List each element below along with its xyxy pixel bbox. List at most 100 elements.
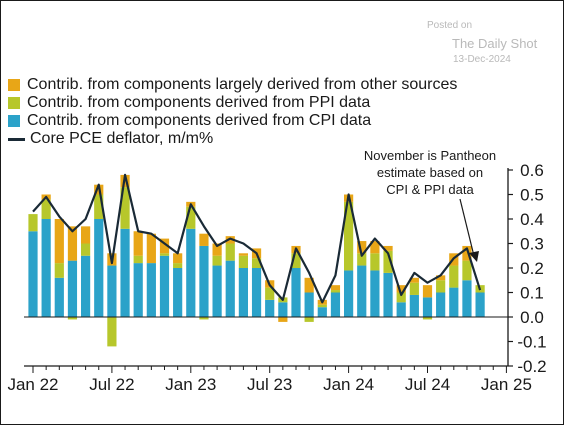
bar-cpi xyxy=(41,219,51,317)
bar-cpi xyxy=(120,228,130,317)
bar-ppi xyxy=(225,243,235,261)
bar-ppi xyxy=(186,206,196,229)
y-tick-label: 0.1 xyxy=(520,284,544,303)
bar-cpi xyxy=(370,270,380,317)
bar-ppi xyxy=(238,255,248,268)
legend-item-other: Contrib. from components largely derived… xyxy=(8,76,457,94)
core-pce-line xyxy=(32,173,482,304)
legend-swatch-cpi xyxy=(8,115,20,127)
legend: Contrib. from components largely derived… xyxy=(8,76,457,148)
bar-other xyxy=(199,233,209,246)
bar-ppi xyxy=(330,290,341,293)
bar-ppi xyxy=(344,201,354,271)
bar-cpi xyxy=(173,268,183,317)
bar-ppi xyxy=(94,194,104,219)
bar-ppi xyxy=(462,260,472,281)
bar-cpi xyxy=(54,277,64,317)
bar-cpi xyxy=(396,302,406,317)
bar-ppi xyxy=(212,255,222,266)
bar-cpi xyxy=(186,228,196,317)
bar-ppi xyxy=(383,250,393,273)
bar-ppi xyxy=(120,187,130,229)
bar-ppi xyxy=(67,317,78,320)
x-tick-label: Jul 23 xyxy=(247,375,292,394)
bar-cpi xyxy=(146,263,156,317)
y-tick-label: 0.4 xyxy=(520,210,544,229)
x-tick-label: Jan 23 xyxy=(165,375,216,394)
bar-other xyxy=(422,285,433,298)
bar-other xyxy=(409,277,419,283)
bar-other xyxy=(159,238,170,254)
legend-swatch-ppi xyxy=(8,97,20,109)
bar-ppi xyxy=(133,255,143,264)
bar-ppi xyxy=(199,317,209,320)
bar-ppi xyxy=(422,317,433,320)
bar-cpi xyxy=(251,268,262,317)
axes-layer: 0.6 0.5 0.4 0.3 0.2 0.1 0.0 -0.1 -0.2 Jan 22 Jul 2… xyxy=(7,161,546,394)
bar-ppi xyxy=(370,253,380,271)
y-tick-label: 0.6 xyxy=(520,161,544,180)
y-tick-label: -0.1 xyxy=(517,333,546,352)
legend-label-other: Contrib. from components largely derived… xyxy=(27,76,458,93)
bar-other xyxy=(54,219,64,264)
bar-other xyxy=(173,253,183,264)
bar-other xyxy=(278,317,288,322)
bar-other xyxy=(67,226,78,261)
bar-other xyxy=(212,243,222,256)
annotation: November is Pantheon estimate based on C… xyxy=(364,148,496,262)
y-tick-label: -0.2 xyxy=(517,357,546,376)
watermark-source: The Daily Shot xyxy=(452,36,538,51)
bar-other xyxy=(462,245,472,261)
bar-cpi xyxy=(159,255,170,317)
bar-cpi xyxy=(225,260,235,317)
bar-ppi xyxy=(173,263,183,268)
bar-ppi xyxy=(265,287,275,300)
annotation-arrow-line xyxy=(459,198,475,257)
bar-other xyxy=(357,241,367,254)
bar-other xyxy=(436,275,446,281)
legend-swatch-other xyxy=(8,79,20,91)
bar-ppi xyxy=(28,214,38,232)
bar-other xyxy=(396,285,406,293)
bar-other xyxy=(146,233,156,264)
bar-ppi xyxy=(304,317,314,322)
bar-cpi xyxy=(265,299,275,317)
bar-cpi xyxy=(238,268,248,317)
bar-ppi xyxy=(41,199,51,219)
bar-cpi xyxy=(475,292,485,317)
annotation-line-3: CPI & PPI data xyxy=(386,182,474,197)
bar-cpi xyxy=(409,294,419,317)
bar-other xyxy=(383,245,393,251)
bar-cpi xyxy=(133,263,143,317)
x-tick-label: Jan 22 xyxy=(7,375,58,394)
bar-cpi xyxy=(357,265,367,317)
annotation-line-1: November is Pantheon xyxy=(364,148,496,163)
y-tick-label: 0.2 xyxy=(520,259,544,278)
bar-cpi xyxy=(67,260,78,317)
bar-ppi xyxy=(54,263,64,278)
bar-cpi xyxy=(304,292,314,317)
bar-cpi xyxy=(317,307,327,317)
line-layer xyxy=(32,173,482,304)
bar-other xyxy=(238,253,248,256)
bar-cpi xyxy=(291,268,301,317)
bar-cpi xyxy=(81,255,91,317)
bar-ppi xyxy=(396,292,406,303)
x-tick-label: Jan 25 xyxy=(481,375,532,394)
bar-ppi xyxy=(159,253,170,256)
bar-cpi xyxy=(94,219,104,317)
bar-cpi xyxy=(344,270,354,317)
bar-ppi xyxy=(436,280,446,293)
bar-other xyxy=(133,231,143,256)
bar-ppi xyxy=(409,282,419,295)
bar-ppi xyxy=(107,317,117,347)
legend-label-core-pce: Core PCE deflator, m/m% xyxy=(30,130,214,147)
y-tick-label: 0.5 xyxy=(520,186,544,205)
bar-cpi xyxy=(278,302,288,317)
legend-swatch-core-pce xyxy=(8,137,25,141)
bar-cpi xyxy=(28,231,38,317)
legend-label-cpi: Contrib. from components derived from CP… xyxy=(27,112,372,129)
annotation-line-2: estimate based on xyxy=(377,165,483,180)
bar-cpi xyxy=(199,245,209,317)
